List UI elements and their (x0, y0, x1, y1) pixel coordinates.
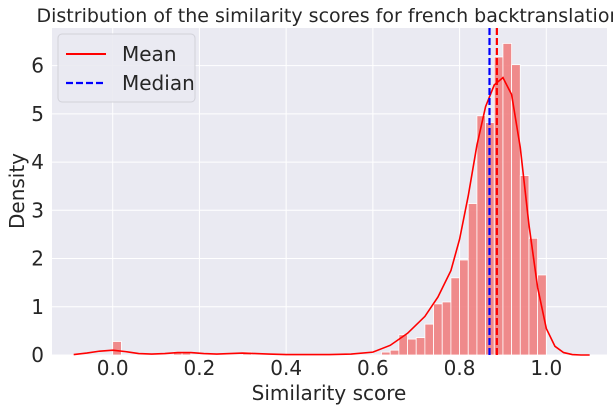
histogram-bar (459, 259, 469, 356)
legend: Mean Median (57, 33, 196, 103)
y-tick-label: 3 (31, 198, 44, 222)
histogram-bar (389, 349, 400, 356)
y-tick-label: 1 (31, 295, 44, 319)
x-tick-label: 1.0 (530, 356, 562, 380)
x-axis-label: Similarity score (252, 381, 407, 405)
x-tick-label: 0.8 (444, 356, 476, 380)
histogram-bar (502, 43, 513, 356)
chart-title: Distribution of the similarity scores fo… (37, 5, 613, 27)
x-tick-label: 0.4 (270, 356, 302, 380)
y-tick-labels: 0 1 2 3 4 5 6 (31, 54, 44, 367)
histogram-bar (519, 175, 530, 356)
kde-curve (73, 76, 590, 356)
histogram-bar (467, 203, 478, 356)
x-tick-labels: 0.0 0.2 0.4 0.6 0.8 1.0 (97, 356, 562, 380)
legend-box (57, 33, 196, 103)
histogram-bar (415, 337, 426, 356)
y-axis-label: Density (5, 153, 29, 229)
y-tick-label: 0 (31, 343, 44, 367)
legend-mean-label: Mean (122, 42, 177, 66)
histogram-bar (424, 323, 434, 356)
legend-median-label: Median (122, 71, 195, 95)
histogram-bar (112, 341, 122, 356)
histogram-bar (476, 115, 486, 356)
y-tick-label: 5 (31, 102, 44, 126)
y-tick-label: 2 (31, 247, 44, 271)
histogram-bar (511, 64, 521, 356)
x-tick-label: 0.6 (357, 356, 389, 380)
histogram-bar (450, 277, 460, 356)
histogram-bar (537, 274, 547, 356)
histogram-bar (441, 301, 452, 356)
histogram-bar (381, 351, 391, 356)
histogram-bar (433, 303, 443, 356)
x-tick-label: 0.0 (97, 356, 129, 380)
y-tick-label: 4 (31, 150, 44, 174)
y-tick-label: 6 (31, 54, 44, 78)
histogram-bar (407, 338, 417, 356)
x-tick-label: 0.2 (184, 356, 216, 380)
histogram-bar (493, 56, 504, 356)
